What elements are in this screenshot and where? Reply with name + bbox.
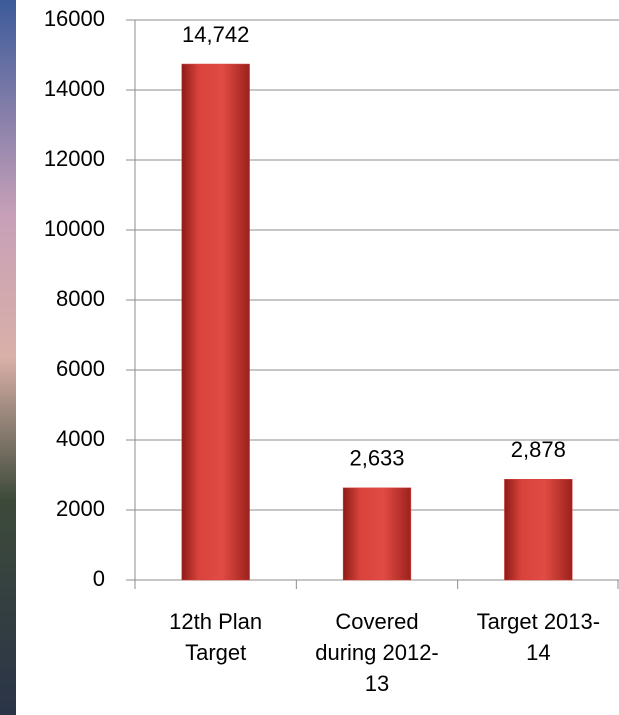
y-tick-label: 2000 — [56, 496, 105, 521]
y-tick-label: 6000 — [56, 356, 105, 381]
x-tick-label: Covered during 2012-13 — [315, 609, 439, 696]
y-tick-label: 8000 — [56, 286, 105, 311]
x-tick-label: Target 2013-14 — [476, 609, 601, 665]
x-tick-label: 12th Plan Target — [169, 609, 263, 665]
bar — [181, 63, 250, 581]
y-tick-label: 12000 — [44, 146, 105, 171]
background-photo-strip — [0, 0, 16, 715]
y-tick-label: 10000 — [44, 216, 105, 241]
y-tick-label: 14000 — [44, 76, 105, 101]
y-tick-label: 16000 — [44, 6, 105, 31]
y-tick-label: 4000 — [56, 426, 105, 451]
bar — [504, 479, 573, 581]
value-label: 2,633 — [349, 446, 404, 471]
bar — [342, 487, 412, 581]
y-tick-label: 0 — [93, 566, 105, 591]
value-label: 14,742 — [182, 22, 249, 47]
value-label: 2,878 — [511, 437, 566, 462]
